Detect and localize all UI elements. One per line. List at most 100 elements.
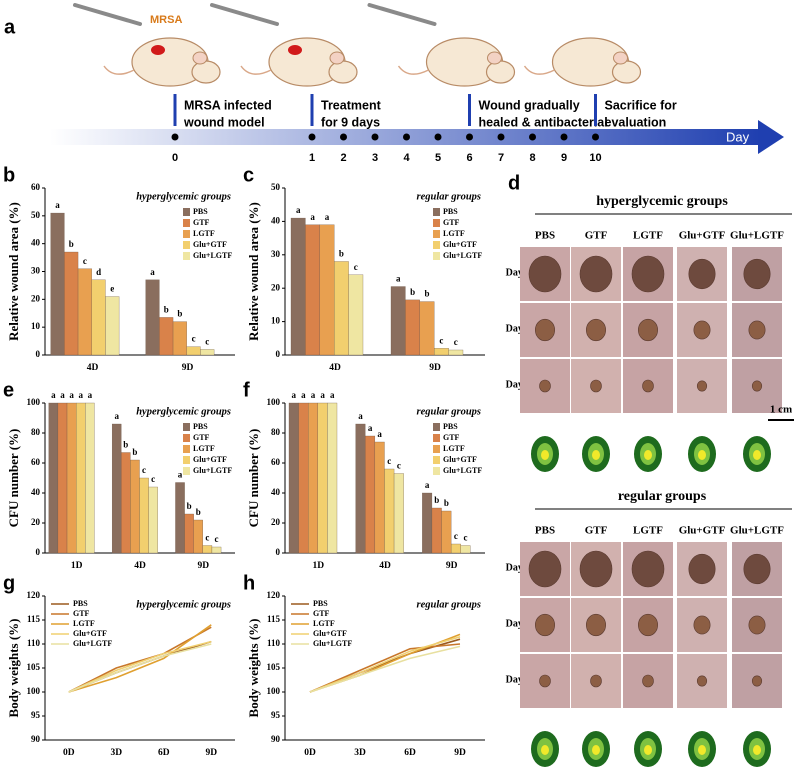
panel-label: a: [4, 16, 16, 38]
timeline-dot: [403, 133, 410, 141]
mouse-tail: [523, 65, 555, 75]
timeline-dot: [560, 133, 568, 141]
column-label: GTF: [585, 525, 608, 537]
y-tick-label: 40: [31, 487, 41, 497]
significance-letter: b: [187, 501, 192, 511]
legend-swatch: [183, 434, 190, 442]
bar: [200, 349, 215, 356]
legend-label: PBS: [193, 422, 208, 431]
timeline-dot: [497, 133, 505, 141]
column-label: PBS: [535, 525, 555, 537]
mouse-head: [191, 60, 221, 84]
bar: [77, 268, 92, 356]
section-title: hyperglycemic groups: [596, 194, 728, 209]
row-label: Day 4: [506, 323, 531, 334]
column-label: PBS: [535, 230, 555, 242]
timeline-dot: [466, 133, 473, 141]
series-line: [309, 645, 461, 693]
panel-label: c: [243, 164, 254, 186]
series-line: [68, 624, 212, 693]
significance-letter: c: [192, 334, 196, 344]
significance-letter: b: [69, 239, 74, 249]
significance-letter: c: [454, 531, 458, 541]
wound: [590, 379, 602, 393]
wound: [590, 674, 602, 688]
significance-letter: a: [311, 390, 316, 400]
wound: [631, 550, 665, 588]
y-tick-label: 0: [276, 349, 281, 359]
y-tick-label: 50: [271, 182, 281, 192]
bar: [202, 545, 213, 554]
day-label: 5: [435, 152, 441, 164]
significance-letter: a: [301, 390, 306, 400]
bar: [441, 510, 452, 554]
y-tick-label: 100: [267, 397, 281, 407]
legend-label: GTF: [443, 218, 460, 227]
significance-letter: c: [387, 456, 391, 466]
syringe: [73, 3, 142, 26]
panel-label: d: [508, 172, 520, 194]
bar: [448, 349, 464, 356]
mouse-ear: [613, 51, 628, 65]
x-tick-label: 1D: [71, 561, 83, 571]
mouse-tail: [240, 65, 272, 75]
bar: [434, 348, 449, 356]
wound-trace: [541, 450, 549, 460]
panel-label: h: [243, 572, 255, 594]
legend-label: PBS: [443, 422, 458, 431]
bar: [288, 402, 299, 554]
significance-letter: a: [69, 390, 74, 400]
x-tick-label: 3D: [110, 748, 122, 758]
bar: [422, 492, 433, 554]
legend-swatch: [433, 467, 440, 475]
y-tick-label: 20: [31, 517, 41, 527]
bar: [57, 402, 68, 554]
significance-letter: a: [310, 212, 315, 222]
wound: [751, 380, 763, 392]
mouse-head: [485, 60, 516, 84]
significance-letter: a: [368, 423, 373, 433]
bar: [384, 468, 395, 554]
y-tick-label: 40: [31, 238, 41, 248]
annotation: hyperglycemic groups: [136, 191, 231, 202]
wound: [748, 320, 766, 340]
legend-swatch: [183, 467, 190, 475]
legend-label: Glu+GTF: [193, 455, 227, 464]
wound: [642, 674, 654, 688]
y-tick-label: 115: [27, 614, 41, 624]
legend-swatch: [433, 241, 440, 249]
y-tick-label: 0: [36, 349, 41, 359]
event-label: for 9 days: [321, 115, 380, 129]
day-label: 6: [466, 152, 472, 164]
bar: [50, 212, 65, 356]
annotation: regular groups: [417, 599, 481, 610]
bar: [308, 402, 318, 554]
significance-letter: c: [151, 474, 155, 484]
y-tick-label: 60: [31, 457, 41, 467]
wound: [585, 318, 606, 342]
y-tick-label: 80: [31, 427, 41, 437]
legend-label: GTF: [193, 433, 210, 442]
column-label: LGTF: [633, 525, 663, 537]
y-tick-label: 80: [271, 427, 281, 437]
legend-swatch: [183, 219, 190, 227]
legend-label: Glu+LGTF: [73, 639, 112, 648]
bar: [419, 301, 435, 356]
column-label: Glu+GTF: [679, 230, 726, 242]
wound: [642, 379, 654, 393]
y-tick-label: 60: [271, 457, 281, 467]
wound: [693, 615, 711, 635]
x-tick-label: 4D: [87, 363, 99, 373]
legend-label: GTF: [443, 433, 460, 442]
significance-letter: c: [454, 337, 458, 347]
timeline-dot: [171, 133, 179, 141]
x-tick-label: 4D: [329, 363, 341, 373]
significance-letter: c: [205, 336, 209, 346]
x-tick-label: 0D: [63, 748, 75, 758]
legend-label: LGTF: [443, 444, 465, 453]
day-label: 8: [529, 152, 535, 164]
column-label: Glu+LGTF: [730, 525, 784, 537]
bar: [374, 441, 385, 554]
legend-label: GTF: [193, 218, 210, 227]
